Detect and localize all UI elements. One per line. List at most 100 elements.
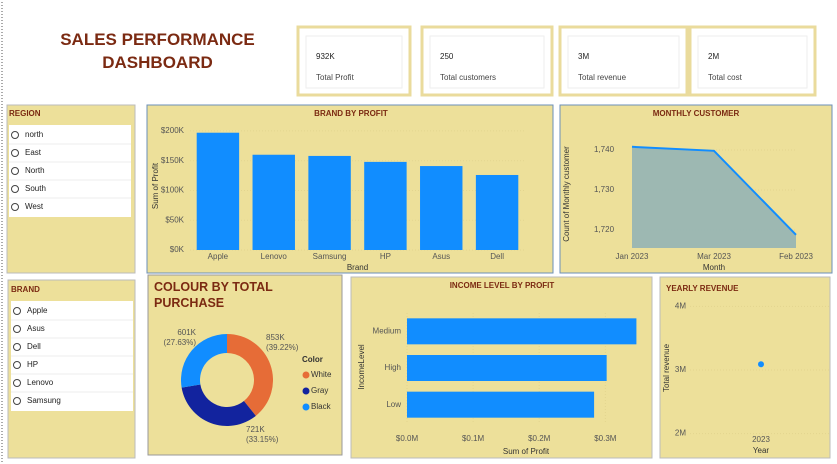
x-tick-label: Dell [490, 252, 504, 261]
slicer-item[interactable]: East [25, 148, 42, 157]
bar [308, 155, 351, 250]
x-tick-label: Asus [432, 252, 450, 261]
y-axis-title: Sum of Profit [151, 162, 160, 209]
bar [475, 174, 519, 250]
slicer-item[interactable]: north [25, 130, 43, 139]
x-axis-title: Year [753, 446, 770, 455]
y-tick-label: 4M [675, 301, 686, 310]
y-axis-title: Count of Monthly customer [562, 146, 571, 242]
slicer-radio[interactable] [11, 131, 19, 139]
kpi-value: 2M [708, 52, 719, 61]
slicer-radio[interactable] [13, 343, 21, 351]
y-tick-label: $100K [161, 186, 185, 195]
slicer-radio[interactable] [13, 361, 21, 369]
slicer-list [9, 125, 131, 217]
slicer-item[interactable]: Dell [27, 342, 41, 351]
x-tick-label: $0.3M [594, 434, 617, 443]
data-label: (33.15%) [246, 435, 279, 444]
slicer-item[interactable]: Lenovo [27, 378, 54, 387]
y-tick-label: 1,740 [594, 145, 615, 154]
area [632, 146, 796, 248]
chart-title: MONTHLY CUSTOMER [653, 109, 740, 118]
kpi-value: 932K [316, 52, 335, 61]
y-axis-title: IncomeLevel [357, 344, 366, 390]
slicer-radio[interactable] [11, 203, 19, 211]
y-tick-label: 3M [675, 365, 686, 374]
data-label: (39.22%) [266, 343, 299, 352]
bar [196, 132, 240, 250]
x-tick-label: 2023 [752, 435, 770, 444]
legend-label: White [311, 370, 332, 379]
chart-title: INCOME LEVEL BY PROFIT [450, 281, 555, 290]
y-tick-label: $200K [161, 126, 185, 135]
yearly-panel [659, 276, 831, 459]
data-label: 853K [266, 333, 285, 342]
legend-swatch [302, 371, 310, 379]
kpi-label: Total Profit [316, 73, 355, 82]
x-tick-label: $0.0M [396, 434, 419, 443]
donut-slice [181, 334, 227, 388]
slicer-item[interactable]: North [25, 166, 45, 175]
x-tick-label: Samsung [313, 252, 347, 261]
x-tick-label: Feb 2023 [779, 252, 813, 261]
legend-label: Black [311, 402, 332, 411]
slicer-item[interactable]: Asus [27, 324, 45, 333]
data-label: (27.63%) [164, 338, 197, 347]
slicer-item[interactable]: West [25, 202, 44, 211]
y-tick-label: $50K [165, 215, 184, 224]
kpi-inner [697, 35, 808, 89]
y-tick-label: 1,730 [594, 185, 615, 194]
legend-label: Gray [311, 386, 328, 395]
bar [407, 355, 607, 381]
x-tick-label: Mar 2023 [697, 252, 731, 261]
kpi-label: Total revenue [578, 73, 627, 82]
donut-slice [227, 334, 274, 416]
chart-title: BRAND BY PROFIT [314, 109, 388, 118]
slicer-radio[interactable] [13, 379, 21, 387]
legend-swatch [302, 403, 310, 411]
donut-slice [181, 384, 256, 427]
slicer-item[interactable]: Apple [27, 306, 48, 315]
data-label: 721K [246, 425, 265, 434]
slicer-radio[interactable] [11, 185, 19, 193]
kpi-inner [567, 35, 680, 89]
slicer-radio[interactable] [13, 307, 21, 315]
bar [407, 318, 637, 345]
x-axis-title: Month [703, 263, 725, 272]
x-tick-label: Jan 2023 [616, 252, 649, 261]
point [758, 361, 764, 368]
slicer-radio[interactable] [11, 149, 19, 157]
y-tick-label: High [385, 363, 401, 372]
dashboard-title: SALES PERFORMANCE DASHBOARD [60, 30, 255, 72]
x-axis-title: Brand [347, 263, 368, 272]
slicer-item[interactable]: Samsung [27, 396, 61, 405]
kpi-label: Total customers [440, 73, 496, 82]
x-tick-label: Apple [208, 252, 229, 261]
legend-title: Color [302, 355, 323, 364]
y-axis-title: Total revenue [662, 343, 671, 392]
colour-panel [147, 274, 343, 456]
y-tick-label: Medium [373, 326, 402, 335]
slicer-radio[interactable] [11, 167, 19, 175]
kpi-value: 3M [578, 52, 589, 61]
bar [364, 161, 407, 250]
kpi-inner [305, 35, 403, 89]
x-tick-label: $0.2M [528, 434, 551, 443]
y-tick-label: 2M [675, 429, 686, 438]
kpi-value: 250 [440, 52, 454, 61]
y-tick-label: Low [386, 400, 401, 409]
slicer-item[interactable]: South [25, 184, 46, 193]
slicer-title: BRAND [11, 285, 40, 294]
x-axis-title: Sum of Profit [503, 447, 550, 456]
bar [407, 391, 595, 418]
slicer-radio[interactable] [13, 397, 21, 405]
y-tick-label: $150K [161, 156, 185, 165]
y-tick-label: $0K [170, 245, 185, 254]
slicer-radio[interactable] [13, 325, 21, 333]
slicer-item[interactable]: HP [27, 360, 38, 369]
legend-swatch [302, 387, 310, 395]
x-tick-label: HP [380, 252, 391, 261]
data-label: 601K [177, 328, 196, 337]
bar [252, 154, 295, 250]
